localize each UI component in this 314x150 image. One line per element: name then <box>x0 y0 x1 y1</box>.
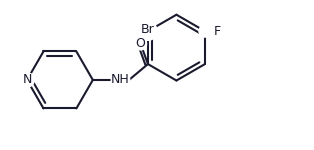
Text: NH: NH <box>111 74 130 86</box>
Circle shape <box>139 22 157 40</box>
Circle shape <box>135 38 147 50</box>
Text: N: N <box>22 74 32 86</box>
Text: Br: Br <box>141 23 155 36</box>
Circle shape <box>111 71 130 89</box>
Text: F: F <box>214 25 221 38</box>
Text: O: O <box>136 38 146 50</box>
Circle shape <box>20 73 34 87</box>
Circle shape <box>199 25 211 37</box>
